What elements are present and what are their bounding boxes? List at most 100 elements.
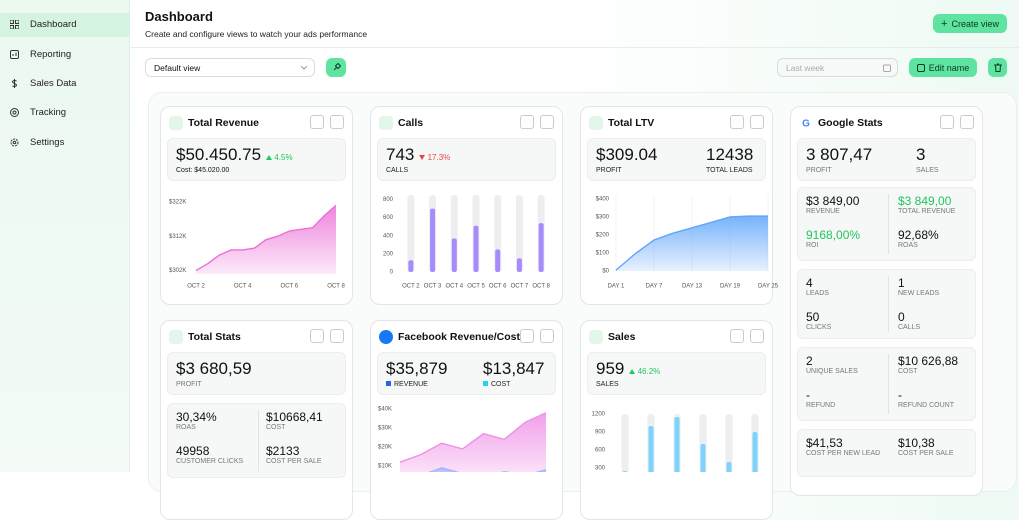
- stat-box: $35,879 REVENUE $13,847 COST: [377, 352, 556, 395]
- more-button[interactable]: [750, 115, 764, 129]
- legend-item: COST: [483, 381, 510, 388]
- stat-label: REFUND: [806, 402, 836, 409]
- stat-label: CALLS: [386, 167, 409, 174]
- copy-button[interactable]: [730, 115, 744, 129]
- stat-value: 3: [916, 145, 926, 164]
- copy-button[interactable]: [520, 115, 534, 129]
- nav-label: Sales Data: [30, 78, 77, 89]
- card: Total LTV $309.04 PROFIT 12438 TOTAL LEA…: [580, 106, 773, 305]
- stat-label: ROAS: [898, 242, 918, 249]
- pin-button[interactable]: [326, 58, 346, 77]
- copy-button[interactable]: [310, 115, 324, 129]
- stat-note: Cost: $45.020.00: [176, 167, 230, 174]
- stat-box: $3 849,00 REVENUE $3 849,00 TOTAL REVENUE 91…: [797, 187, 976, 261]
- page-subtitle: Create and configure views to watch your…: [145, 29, 368, 39]
- stat-box: 3 807,47 PROFIT 3 SALES: [797, 138, 976, 181]
- card-title: Sales: [608, 331, 636, 343]
- more-button[interactable]: [540, 329, 554, 343]
- stat-value: $309.04: [596, 145, 658, 164]
- stat-value: 92,68%: [898, 228, 939, 242]
- card: G Google Stats 3 807,47 PROFIT 3 SALES $3 849…: [790, 106, 983, 496]
- stat-value: -: [806, 388, 810, 402]
- stat-value: 30,34%: [176, 410, 217, 424]
- change-value: 4.5%: [274, 153, 293, 162]
- date-input[interactable]: Last week: [777, 58, 898, 77]
- stat-label: PROFIT: [596, 167, 622, 174]
- change: 46.2%: [629, 367, 660, 376]
- legend-item: REVENUE: [386, 381, 428, 388]
- change: 17.3%: [419, 153, 450, 162]
- stat-label: LEADS: [806, 290, 829, 297]
- stat-value: 50: [806, 310, 820, 324]
- stat-value: 959: [596, 359, 625, 378]
- stat-box: 959 46.2% SALES: [587, 352, 766, 395]
- nav-label: Reporting: [30, 49, 72, 60]
- card-title: Facebook Revenue/Cost: [398, 331, 520, 343]
- stat-value: 9168,00%: [806, 228, 861, 242]
- stat-value: $2133: [266, 444, 300, 458]
- stat-box: $309.04 PROFIT 12438 TOTAL LEADS: [587, 138, 766, 181]
- nav-label: Dashboard: [30, 19, 77, 30]
- legend-label: REVENUE: [394, 381, 428, 388]
- change-value: 46.2%: [637, 367, 661, 376]
- button-label: Create view: [951, 18, 999, 29]
- nav-item[interactable]: Dashboard: [0, 13, 130, 37]
- card-title: Total LTV: [608, 117, 655, 129]
- card-icon: [169, 116, 183, 130]
- more-button[interactable]: [330, 329, 344, 343]
- more-button[interactable]: [330, 115, 344, 129]
- nav-item[interactable]: Tracking: [0, 101, 130, 125]
- nav-item[interactable]: Sales Data: [0, 72, 130, 96]
- edit-name-button[interactable]: Edit name: [909, 58, 977, 77]
- button-label: Edit name: [928, 62, 970, 73]
- card: Total Revenue $50.450.75 4.5% Cost: $45.…: [160, 106, 353, 305]
- card-title: Total Revenue: [188, 117, 259, 129]
- separator: [258, 410, 259, 471]
- nav-item[interactable]: Reporting: [0, 43, 130, 67]
- more-button[interactable]: [960, 115, 974, 129]
- separator: [888, 194, 889, 254]
- stat-value: $10668,41: [266, 410, 323, 424]
- view-select[interactable]: Default view: [145, 58, 315, 77]
- copy-button[interactable]: [940, 115, 954, 129]
- stat-label: SALES: [596, 381, 619, 388]
- stat-box: 30,34% ROAS $10668,41 COST 49958 CUSTOMER CLI…: [167, 403, 346, 478]
- select-value: Default view: [154, 62, 201, 73]
- stat-box: $50.450.75 4.5% Cost: $45.020.00: [167, 138, 346, 181]
- stat-label: CLICKS: [806, 324, 832, 331]
- stat-label: ROI: [806, 242, 819, 249]
- legend-label: COST: [491, 381, 511, 388]
- change-value: 17.3%: [427, 153, 451, 162]
- nav-label: Tracking: [30, 107, 67, 118]
- create-view-button[interactable]: + Create view: [933, 14, 1007, 33]
- separator: [888, 276, 889, 332]
- stat-label: COST: [266, 424, 286, 431]
- card: Calls 743 17.3% CALLS: [370, 106, 563, 305]
- stat-value: $3 849,00: [898, 194, 952, 208]
- stat-label: COST PER SALE: [266, 458, 322, 465]
- stat-value: $3 849,00: [806, 194, 860, 208]
- copy-button[interactable]: [730, 329, 744, 343]
- stat-value: 3 807,47: [806, 145, 873, 164]
- stat-label: PROFIT: [806, 167, 832, 174]
- delete-button[interactable]: [988, 58, 1007, 77]
- card-title: Calls: [398, 117, 424, 129]
- stat-label: TOTAL REVENUE: [898, 208, 956, 215]
- more-button[interactable]: [750, 329, 764, 343]
- card-icon: [589, 330, 603, 344]
- nav-label: Settings: [30, 137, 65, 148]
- copy-button[interactable]: [310, 329, 324, 343]
- card: Facebook Revenue/Cost $35,879 REVENUE $1…: [370, 320, 563, 520]
- change: 4.5%: [266, 153, 293, 162]
- stat-label: UNIQUE SALES: [806, 368, 858, 375]
- stat-value: $35,879: [386, 359, 448, 378]
- stat-value: 2: [806, 354, 813, 368]
- stat-box: $3 680,59 PROFIT: [167, 352, 346, 395]
- card: Total Stats $3 680,59 PROFIT 30,34% ROAS $10…: [160, 320, 353, 520]
- card: Sales 959 46.2% SALES: [580, 320, 773, 520]
- more-button[interactable]: [540, 115, 554, 129]
- stat-value: 1: [898, 276, 905, 290]
- nav-item[interactable]: Settings: [0, 131, 130, 155]
- copy-button[interactable]: [520, 329, 534, 343]
